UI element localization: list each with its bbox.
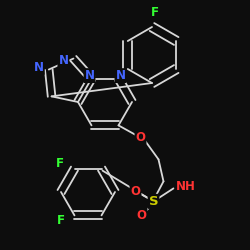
- Text: S: S: [149, 195, 158, 208]
- Text: N: N: [116, 69, 126, 82]
- Text: F: F: [151, 6, 159, 20]
- Text: N: N: [34, 61, 44, 74]
- Text: O: O: [136, 131, 145, 144]
- Text: O: O: [136, 209, 146, 222]
- Text: N: N: [84, 69, 94, 82]
- Text: N: N: [58, 54, 68, 67]
- Text: O: O: [130, 185, 140, 198]
- Text: NH: NH: [176, 180, 196, 193]
- Text: F: F: [56, 157, 64, 170]
- Text: F: F: [56, 214, 64, 227]
